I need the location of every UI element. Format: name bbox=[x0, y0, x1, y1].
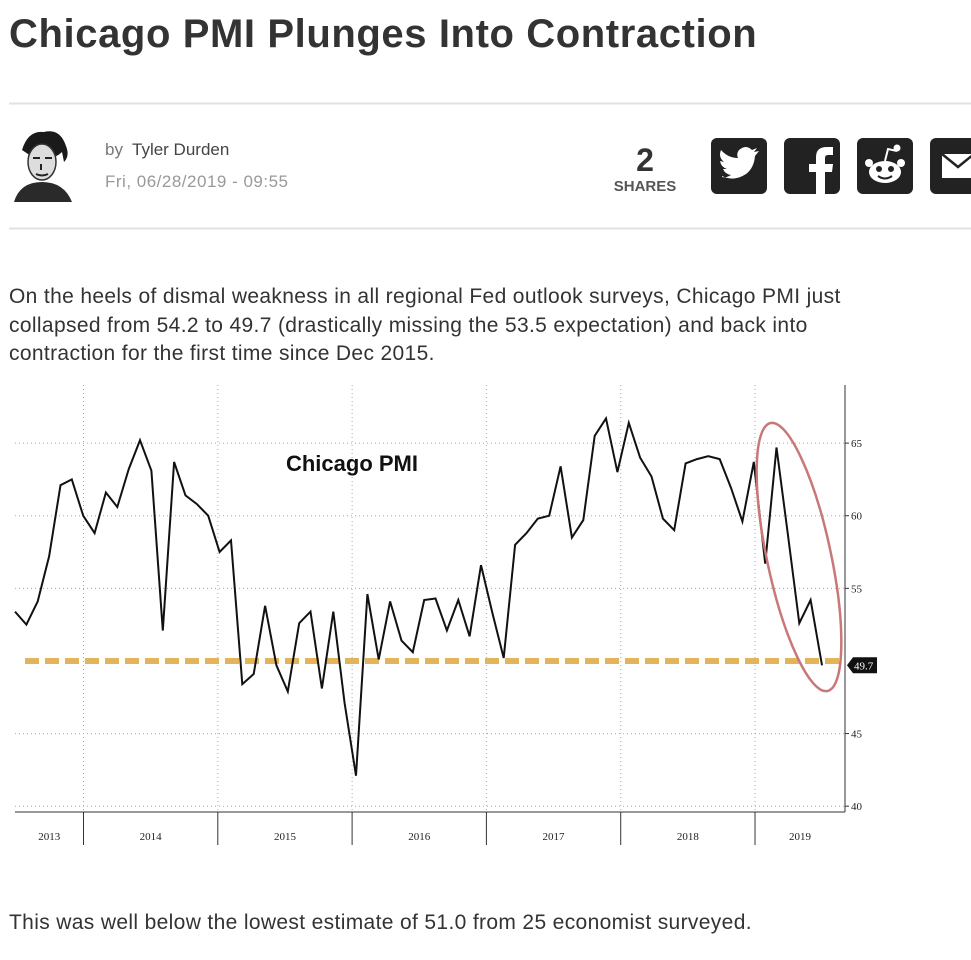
author-name[interactable]: Tyler Durden bbox=[132, 140, 229, 159]
twitter-button[interactable] bbox=[711, 138, 767, 194]
y-tick-label: 45 bbox=[851, 729, 863, 741]
x-tick-label: 2017 bbox=[543, 831, 566, 843]
byline-prefix: by bbox=[105, 140, 123, 159]
y-tick-label: 40 bbox=[851, 801, 863, 813]
y-tick-label: 65 bbox=[851, 438, 863, 450]
highlight-ellipse bbox=[755, 421, 843, 693]
chart: 40 45 55 60 65 2013 2014 2015 2016 2017 2018 2019 Ch… bbox=[9, 385, 880, 845]
share-label: SHARES bbox=[614, 178, 677, 195]
reddit-button[interactable] bbox=[857, 138, 913, 194]
y-tick-label: 60 bbox=[851, 511, 863, 523]
x-tick-label: 2015 bbox=[274, 831, 297, 843]
paragraph-line: This was well below the lowest estimate … bbox=[9, 911, 752, 934]
data-line bbox=[14, 415, 823, 776]
paragraph-line: collapsed from 54.2 to 49.7 (drastically… bbox=[9, 314, 808, 337]
share-count: 2 bbox=[636, 142, 654, 178]
x-tick-label: 2018 bbox=[677, 831, 700, 843]
facebook-button[interactable] bbox=[784, 138, 840, 194]
x-tick-label: 2016 bbox=[408, 831, 431, 843]
chart-title: Chicago PMI bbox=[286, 451, 418, 476]
x-tick-label: 2013 bbox=[38, 831, 61, 843]
paragraph-line: On the heels of dismal weakness in all r… bbox=[9, 285, 841, 308]
avatar bbox=[12, 128, 74, 202]
publish-date: Fri, 06/28/2019 - 09:55 bbox=[105, 172, 289, 191]
last-value-box bbox=[847, 657, 877, 674]
article-title: Chicago PMI Plunges Into Contraction bbox=[9, 12, 757, 56]
y-tick-label: 55 bbox=[851, 583, 863, 595]
x-tick-label: 2019 bbox=[789, 831, 812, 843]
x-tick-label: 2014 bbox=[140, 831, 163, 843]
paragraph-line: contraction for the first time since Dec… bbox=[9, 342, 435, 365]
email-button[interactable] bbox=[930, 138, 971, 194]
last-value-label: 49.7 bbox=[854, 660, 874, 672]
